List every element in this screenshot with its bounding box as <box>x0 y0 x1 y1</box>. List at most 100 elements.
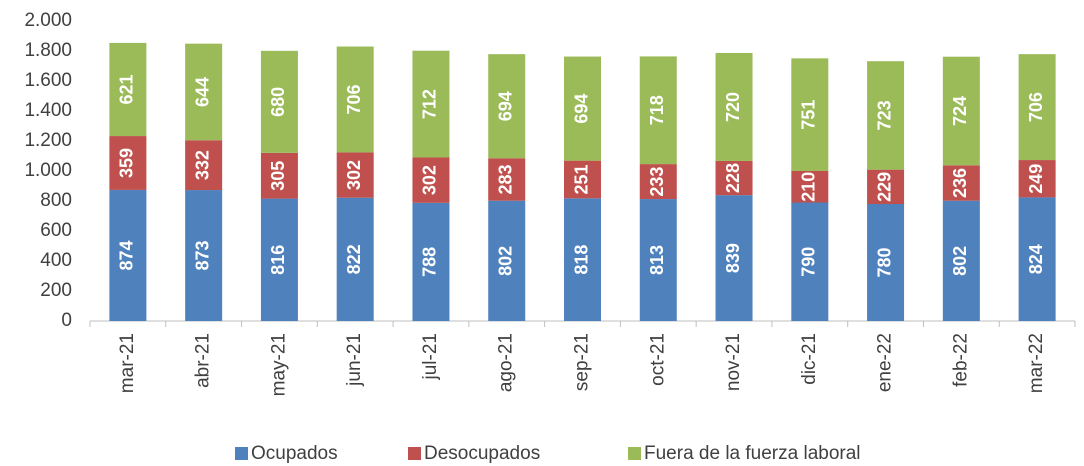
bar-segment <box>109 136 147 190</box>
value-label: 302 <box>344 160 364 190</box>
value-label: 818 <box>571 245 591 275</box>
bar-segment <box>942 200 980 321</box>
value-label: 723 <box>874 100 894 130</box>
bar-segment <box>488 200 526 321</box>
bar-segment <box>260 50 298 153</box>
value-label: 822 <box>344 244 364 274</box>
legend-label: Desocupados <box>424 443 540 464</box>
value-label: 780 <box>874 247 894 277</box>
bar-segment <box>715 195 753 321</box>
x-tick-label: ago-21 <box>496 333 517 392</box>
y-tick-label: 1.600 <box>24 70 72 91</box>
bar-segment <box>336 152 374 198</box>
value-label: 813 <box>647 245 667 275</box>
x-tick-label: nov-21 <box>723 333 744 391</box>
value-label: 824 <box>1026 244 1046 274</box>
bar-segment <box>412 157 450 203</box>
bar-segment <box>867 169 905 204</box>
value-label: 816 <box>268 245 288 275</box>
bar-segment <box>336 46 374 153</box>
legend-swatch <box>408 447 421 460</box>
y-tick-label: 1.000 <box>24 160 72 181</box>
bar-segment <box>412 202 450 321</box>
bar-segment <box>942 56 980 166</box>
x-tick-label: mar-21 <box>117 333 138 393</box>
value-label: 233 <box>647 167 667 197</box>
value-label: 720 <box>723 92 743 122</box>
value-label: 694 <box>571 94 591 124</box>
bar-segment <box>791 202 829 321</box>
value-label: 751 <box>799 100 819 130</box>
bar-segment <box>1018 197 1056 321</box>
y-tick-label: 2.000 <box>24 10 72 31</box>
value-label: 712 <box>420 89 440 119</box>
x-tick-label: mar-22 <box>1026 333 1047 393</box>
y-tick-label: 1.200 <box>24 130 72 151</box>
y-tick-label: 0 <box>61 310 72 331</box>
value-label: 210 <box>799 172 819 202</box>
bar-segment <box>109 189 147 321</box>
y-tick-label: 400 <box>40 250 72 271</box>
value-label: 790 <box>799 247 819 277</box>
bar-segment <box>109 42 147 137</box>
value-label: 873 <box>192 241 212 271</box>
value-label: 302 <box>420 165 440 195</box>
bar-segment <box>564 56 601 161</box>
value-label: 229 <box>874 172 894 202</box>
bar-segment <box>715 160 753 196</box>
bar-segment <box>488 158 526 201</box>
x-tick-label: dic-21 <box>799 333 820 385</box>
bar-segment <box>564 160 601 199</box>
bar-segment <box>639 164 677 200</box>
value-label: 706 <box>1026 92 1046 122</box>
value-label: 621 <box>117 74 137 104</box>
bar-segment <box>942 165 980 201</box>
value-label: 802 <box>495 246 515 276</box>
y-tick-label: 1.400 <box>24 100 72 121</box>
bar-segment <box>715 52 753 161</box>
value-label: 249 <box>1026 164 1046 194</box>
value-label: 724 <box>950 96 970 126</box>
legend-label: Fuera de la fuerza laboral <box>644 443 861 464</box>
bar-segment <box>867 204 905 321</box>
value-label: 694 <box>495 91 515 121</box>
bar-segment <box>336 197 374 321</box>
legend-swatch <box>628 447 641 460</box>
value-label: 332 <box>192 150 212 180</box>
bar-segment <box>412 50 450 158</box>
legend-label: Ocupados <box>251 443 338 464</box>
value-label: 802 <box>950 246 970 276</box>
value-label: 839 <box>723 243 743 273</box>
y-tick-label: 200 <box>40 280 72 301</box>
x-tick-label: sep-21 <box>572 333 593 391</box>
bar-segment <box>1018 54 1056 161</box>
bar-segment <box>185 190 223 321</box>
bar-segment <box>791 58 829 171</box>
x-tick-label: oct-21 <box>647 333 668 386</box>
value-label: 305 <box>268 161 288 191</box>
bar-segment <box>1018 160 1056 198</box>
y-tick-label: 800 <box>40 190 72 211</box>
value-label: 874 <box>117 240 137 270</box>
value-label: 228 <box>723 163 743 193</box>
bar-segment <box>639 199 677 321</box>
value-label: 251 <box>571 164 591 194</box>
value-label: 706 <box>344 84 364 114</box>
value-label: 236 <box>950 168 970 198</box>
value-label: 680 <box>268 87 288 117</box>
y-tick-label: 1.800 <box>24 40 72 61</box>
bar-segment <box>867 61 905 170</box>
value-label: 283 <box>495 164 515 194</box>
bar-segment <box>639 56 677 165</box>
value-label: 359 <box>117 148 137 178</box>
bar-segment <box>564 198 601 321</box>
legend-swatch <box>235 447 248 460</box>
x-tick-label: ene-22 <box>875 333 896 392</box>
x-tick-label: abr-21 <box>193 333 214 388</box>
value-label: 644 <box>192 77 212 107</box>
bar-segment <box>488 54 526 159</box>
x-tick-label: may-21 <box>268 333 289 396</box>
bar-segment <box>260 152 298 199</box>
bar-segment <box>185 140 223 191</box>
